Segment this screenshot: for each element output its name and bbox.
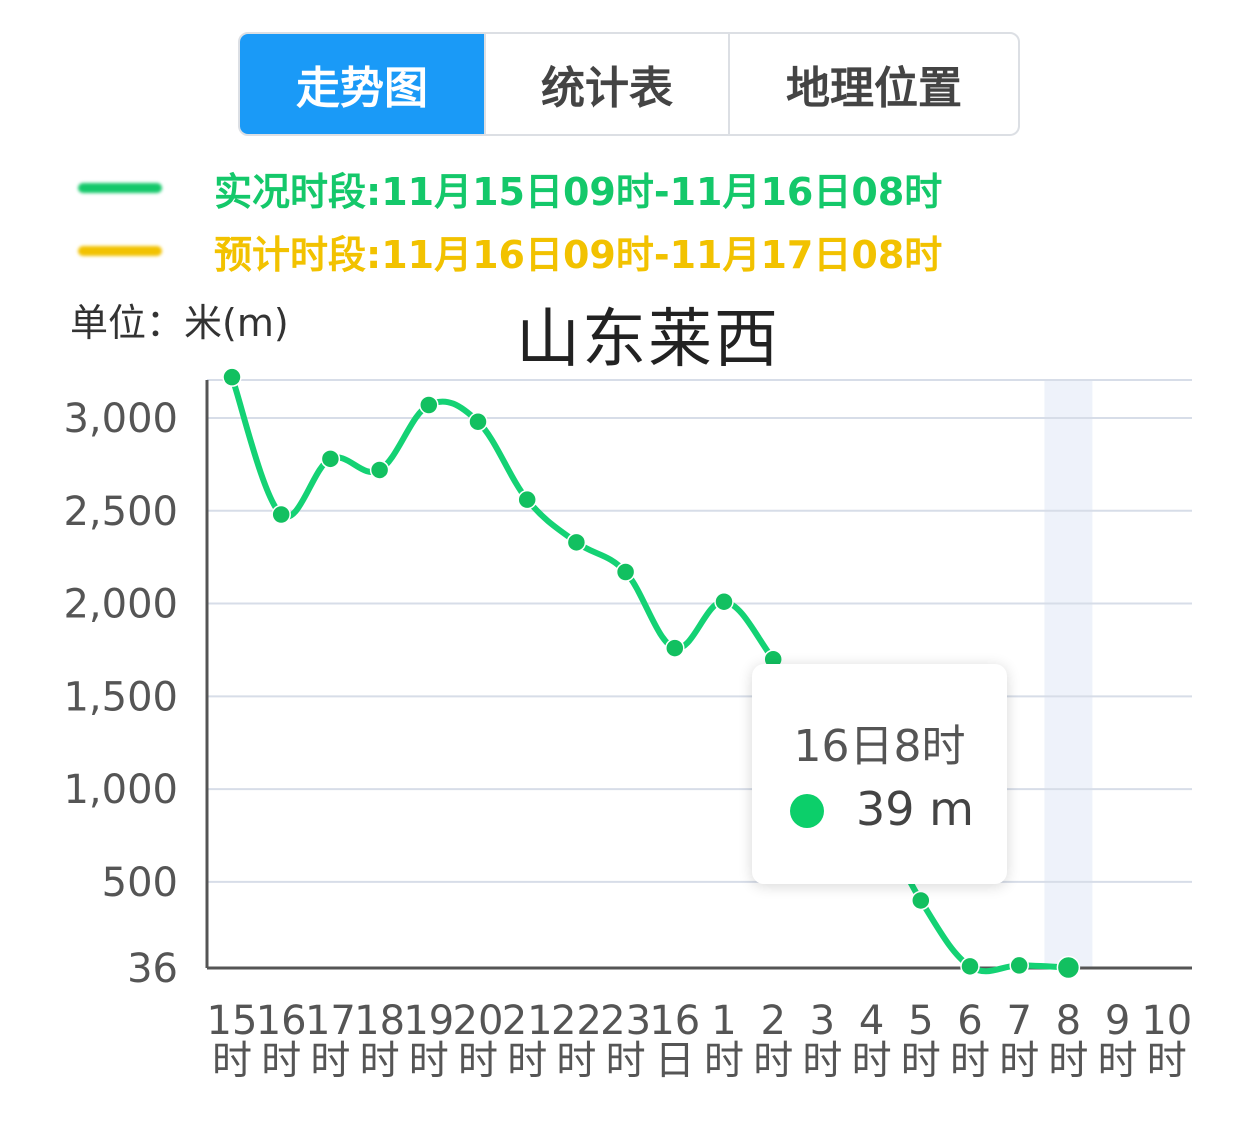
x-tick-label-suffix: 时 bbox=[310, 1038, 350, 1084]
x-tick-label-suffix: 时 bbox=[852, 1038, 892, 1084]
legend-forecast-label: 预计时段:11月16日09时-11月17日08时 bbox=[214, 232, 943, 277]
tooltip-series-dot bbox=[790, 794, 824, 828]
y-tick-label: 36 bbox=[127, 946, 178, 992]
x-tick-label: 4 bbox=[859, 998, 884, 1044]
x-tick-label: 23 bbox=[600, 998, 651, 1044]
x-tick-label-suffix: 时 bbox=[458, 1038, 498, 1084]
data-point bbox=[1056, 955, 1081, 980]
x-tick-label: 19 bbox=[403, 998, 454, 1044]
x-tick-label: 21 bbox=[502, 998, 553, 1044]
legend-observed: 实况时段:11月15日09时-11月16日08时 bbox=[78, 163, 943, 214]
y-tick-label: 2,500 bbox=[63, 489, 178, 535]
x-tick-label: 16 bbox=[649, 998, 700, 1044]
highlight-band bbox=[1044, 380, 1093, 968]
x-tick-label-suffix: 时 bbox=[1048, 1038, 1088, 1084]
y-tick-label: 1,000 bbox=[63, 767, 178, 813]
x-tick-label: 1 bbox=[711, 998, 736, 1044]
y-tick-label: 500 bbox=[102, 860, 178, 906]
x-tick-label: 2 bbox=[760, 998, 785, 1044]
x-tick-label: 6 bbox=[957, 998, 982, 1044]
data-point bbox=[320, 449, 341, 469]
y-tick-label: 2,000 bbox=[63, 582, 178, 628]
data-point bbox=[468, 411, 488, 432]
x-tick-label: 10 bbox=[1141, 998, 1192, 1044]
data-point bbox=[665, 638, 685, 658]
data-point bbox=[517, 489, 537, 510]
data-point bbox=[419, 395, 439, 415]
chart-title: 山东莱西 bbox=[516, 303, 780, 377]
x-tick-label: 5 bbox=[908, 998, 933, 1044]
y-tick-label: 1,500 bbox=[63, 674, 178, 720]
data-point bbox=[615, 562, 636, 582]
data-point bbox=[566, 532, 587, 553]
tooltip-time: 16日8时 bbox=[793, 721, 966, 772]
x-tick-label: 9 bbox=[1105, 998, 1130, 1044]
x-tick-label-suffix: 日 bbox=[655, 1038, 695, 1084]
data-tooltip: 16日8时 39 m bbox=[752, 664, 1007, 884]
x-tick-label: 3 bbox=[810, 998, 835, 1044]
x-tick-label: 16 bbox=[256, 998, 307, 1044]
y-tick-label: 3,000 bbox=[63, 396, 178, 442]
x-tick-label-suffix: 时 bbox=[753, 1038, 793, 1084]
tab-statistics-table[interactable]: 统计表 bbox=[486, 34, 730, 134]
x-tick-label: 17 bbox=[305, 998, 356, 1044]
x-tick-label-suffix: 时 bbox=[409, 1038, 449, 1084]
x-tick-label-suffix: 时 bbox=[507, 1038, 547, 1084]
data-point bbox=[369, 460, 390, 480]
x-tick-label: 7 bbox=[1006, 998, 1031, 1044]
tab-geo-location[interactable]: 地理位置 bbox=[786, 63, 962, 114]
x-tick-label-suffix: 时 bbox=[606, 1038, 646, 1084]
x-tick-label-suffix: 时 bbox=[901, 1038, 941, 1084]
legend-observed-swatch bbox=[78, 183, 162, 193]
x-tick-label-suffix: 时 bbox=[360, 1038, 400, 1084]
legend-forecast-swatch bbox=[78, 246, 162, 256]
x-tick-label-suffix: 时 bbox=[212, 1038, 252, 1084]
legend-observed-label: 实况时段:11月15日09时-11月16日08时 bbox=[214, 169, 943, 214]
x-tick-label: 18 bbox=[354, 998, 405, 1044]
data-point bbox=[271, 504, 291, 525]
x-tick-label-suffix: 时 bbox=[261, 1038, 301, 1084]
x-tick-label-suffix: 时 bbox=[704, 1038, 744, 1084]
tooltip-value: 39 m bbox=[856, 782, 974, 836]
data-point bbox=[222, 367, 242, 387]
x-tick-label-suffix: 时 bbox=[950, 1038, 990, 1084]
data-point bbox=[911, 890, 931, 911]
unit-label: 单位：米(m) bbox=[70, 301, 289, 345]
view-tabs: 走势图 统计表 地理位置 bbox=[238, 32, 1020, 136]
x-tick-label: 8 bbox=[1056, 998, 1081, 1044]
tab-trend-chart[interactable]: 走势图 bbox=[240, 34, 486, 134]
x-tick-label-suffix: 时 bbox=[556, 1038, 596, 1084]
x-tick-label-suffix: 时 bbox=[1147, 1038, 1187, 1084]
legend-forecast: 预计时段:11月16日09时-11月17日08时 bbox=[78, 226, 943, 277]
x-tick-label-suffix: 时 bbox=[1098, 1038, 1138, 1084]
data-point bbox=[714, 591, 734, 612]
data-point bbox=[960, 956, 980, 977]
x-tick-label: 15 bbox=[207, 998, 258, 1044]
x-tick-label: 20 bbox=[453, 998, 504, 1044]
x-tick-label-suffix: 时 bbox=[802, 1038, 842, 1084]
data-point bbox=[1009, 955, 1029, 976]
x-tick-label: 22 bbox=[551, 998, 602, 1044]
x-tick-label-suffix: 时 bbox=[999, 1038, 1039, 1084]
